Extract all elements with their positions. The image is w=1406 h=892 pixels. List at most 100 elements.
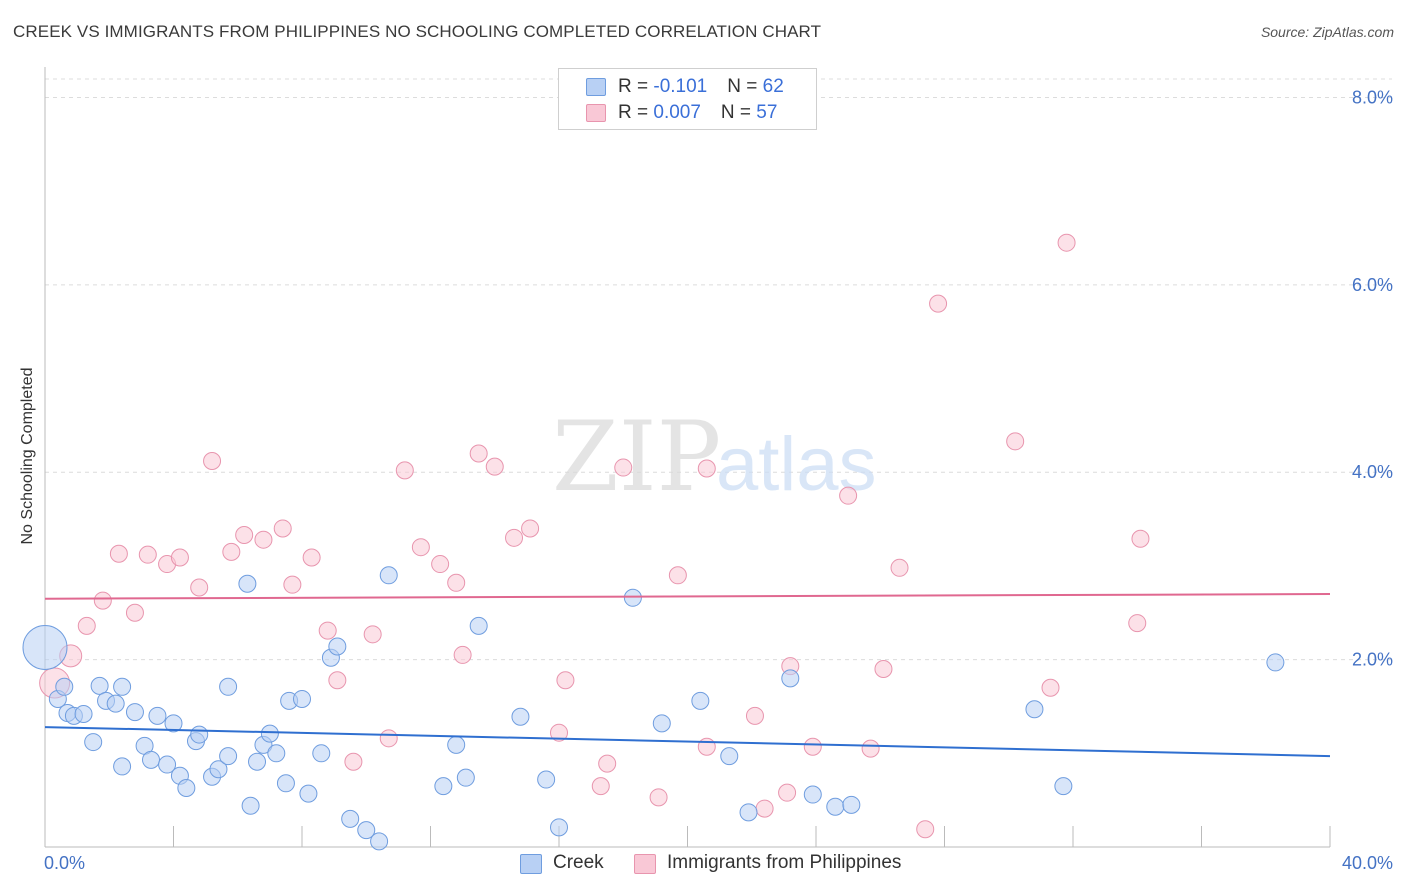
r-label: R = [618, 102, 654, 123]
legend-swatch-philippines [634, 854, 656, 874]
philippines-point [1128, 614, 1147, 633]
philippines-point [598, 754, 617, 773]
creek-point [826, 797, 845, 816]
creek-point [113, 757, 132, 776]
legend-label-philippines: Immigrants from Philippines [667, 852, 902, 873]
y-tick-label: 4.0% [1352, 462, 1393, 482]
creek-point [74, 704, 93, 723]
n-label: N = [720, 102, 757, 123]
watermark-zip: ZIP [552, 401, 721, 513]
philippines-point [125, 603, 144, 622]
philippines-point [273, 519, 292, 538]
philippines-point [222, 542, 241, 561]
creek-point [328, 637, 347, 656]
data-points [22, 97, 1285, 851]
creek-point [22, 624, 68, 670]
philippines-point [138, 545, 157, 564]
philippines-point [778, 783, 797, 802]
philippines-point [697, 459, 716, 478]
x-tick-label: 40.0% [1342, 853, 1393, 873]
philippines-trend-line [44, 593, 1331, 600]
creek-point [241, 796, 260, 815]
philippines-point [395, 461, 414, 480]
creek-point [456, 768, 475, 787]
creek-point [511, 707, 530, 726]
philippines-point [447, 573, 466, 592]
creek-point [652, 714, 671, 733]
r-value: -0.101 [653, 76, 708, 97]
legend-label-creek: Creek [553, 852, 604, 873]
y-tick-label: 8.0% [1352, 87, 1393, 107]
philippines-point [929, 294, 948, 313]
philippines-point [861, 739, 880, 758]
philippines-point [302, 548, 321, 567]
creek-point [299, 784, 318, 803]
r-label: R = [618, 76, 654, 97]
philippines-point [556, 671, 575, 690]
creek-point [623, 588, 642, 607]
creek-point [312, 744, 331, 763]
gridlines [45, 78, 1392, 661]
philippines-point [235, 526, 254, 545]
creek-point [125, 703, 144, 722]
creek-point [164, 714, 183, 733]
philippines-point [469, 444, 488, 463]
creek-point [379, 566, 398, 585]
creek-point [158, 755, 177, 774]
philippines-point [283, 575, 302, 594]
creek-point [357, 821, 376, 840]
legend-text: R = -0.101 N = 62 [618, 76, 784, 98]
axes [44, 67, 1331, 848]
chart-title: CREEK VS IMMIGRANTS FROM PHILIPPINES NO … [13, 22, 822, 41]
philippines-point [521, 519, 540, 538]
philippines-point [668, 566, 687, 585]
philippines-point [318, 621, 337, 640]
philippines-point [803, 737, 822, 756]
philippines-point [411, 538, 430, 557]
creek-point [238, 574, 257, 593]
philippines-point [1131, 529, 1150, 548]
creek-point [469, 616, 488, 635]
philippines-point [745, 706, 764, 725]
philippines-point [890, 558, 909, 577]
creek-point [267, 744, 286, 763]
creek-point [1025, 700, 1044, 719]
philippines-point [254, 530, 273, 549]
creek-point [142, 750, 161, 769]
creek-point [276, 774, 295, 793]
creek-point [219, 677, 238, 696]
y-tick-label: 6.0% [1352, 275, 1393, 295]
stats-legend: R = -0.101 N = 62 R = 0.007 N = 57 [558, 68, 817, 130]
creek-point [113, 677, 132, 696]
philippines-point [93, 591, 112, 610]
philippines-point [170, 548, 189, 567]
legend-swatch-creek [520, 854, 542, 874]
watermark: ZIP atlas [552, 401, 877, 513]
trend-lines [44, 593, 1331, 758]
creek-point [248, 752, 267, 771]
creek-point [370, 832, 389, 851]
creek-point [341, 809, 360, 828]
creek-point [90, 676, 109, 695]
x-tick-label: 0.0% [44, 853, 85, 873]
philippines-point [344, 752, 363, 771]
philippines-point [328, 671, 347, 690]
creek-point [148, 706, 167, 725]
philippines-point [839, 486, 858, 505]
philippines-point [649, 788, 668, 807]
creek-point [434, 777, 453, 796]
philippines-point [77, 616, 96, 635]
creek-point [106, 694, 125, 713]
philippines-point [614, 458, 633, 477]
philippines-point [453, 645, 472, 664]
philippines-point [505, 528, 524, 547]
n-value: 62 [762, 76, 784, 97]
philippines-point [874, 659, 893, 678]
legend-swatch-philippines [586, 104, 606, 122]
creek-point [190, 725, 209, 744]
philippines-point [363, 625, 382, 644]
philippines-point [1041, 678, 1060, 697]
creek-point [550, 818, 568, 837]
creek-point [739, 803, 758, 822]
creek-point [842, 795, 861, 814]
